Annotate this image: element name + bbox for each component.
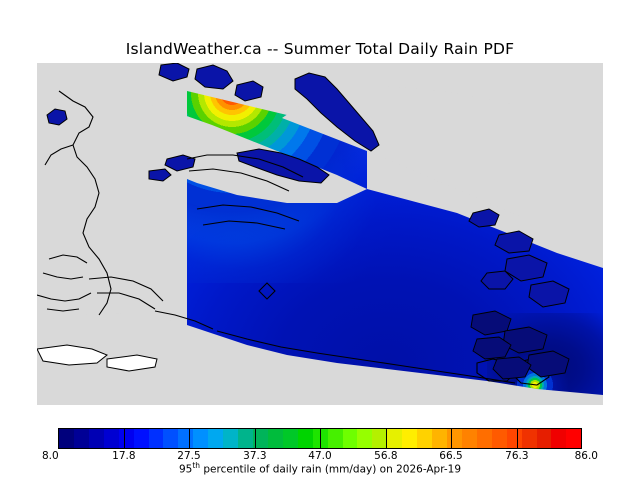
colorbar-swatch — [566, 429, 582, 448]
colorbar-tick-label: 76.3 — [505, 450, 529, 462]
colorbar-swatch — [223, 429, 239, 448]
colorbar-tick-label: 17.8 — [112, 450, 136, 462]
colorbar-swatch — [387, 429, 403, 448]
colorbar-swatch — [103, 429, 119, 448]
map-panel[interactable] — [37, 63, 603, 405]
colorbar-tick-label: 27.5 — [177, 450, 201, 462]
colorbar-swatch — [238, 429, 253, 448]
colorbar-swatch — [312, 429, 328, 448]
island-polygon-4 — [234, 80, 264, 102]
colorbar-swatch — [163, 429, 179, 448]
island-polygon-gulf-b — [494, 230, 534, 254]
colorbar-swatch — [327, 429, 343, 448]
colorbar-swatch — [521, 429, 537, 448]
colorbar-swatch — [252, 429, 268, 448]
island-polygon-2 — [158, 63, 190, 82]
page-title: IslandWeather.ca -- Summer Total Daily R… — [125, 40, 515, 58]
inlet-white-b — [106, 354, 158, 372]
coastline-overlay — [37, 63, 603, 405]
colorbar-swatch — [133, 429, 149, 448]
colorbar-swatch — [491, 429, 507, 448]
colorbar-swatch — [148, 429, 164, 448]
southeast-island-cluster — [470, 310, 570, 380]
colorbar-tick-label: 37.3 — [243, 450, 267, 462]
colorbar-swatch — [476, 429, 492, 448]
colorbar-swatch — [297, 429, 313, 448]
island-polygon-small-b — [148, 168, 172, 182]
island-polygon-long — [294, 72, 380, 152]
island-polygon-3 — [194, 64, 234, 90]
colorbar-swatch — [446, 429, 462, 448]
colorbar-swatch — [536, 429, 552, 448]
colorbar-swatch — [402, 429, 418, 448]
colorbar-tick-label: 8.0 — [42, 450, 59, 462]
colorbar-swatch — [88, 429, 104, 448]
colorbar-swatch — [208, 429, 224, 448]
colorbar-swatch — [193, 429, 209, 448]
island-polygon-mid — [236, 148, 330, 184]
island-polygon-1 — [46, 108, 68, 126]
colorbar-swatch — [417, 429, 433, 448]
island-polygon-gulf-a — [468, 208, 500, 228]
coastline-strokes — [37, 90, 550, 386]
colorbar-tick-label: 66.5 — [439, 450, 463, 462]
colorbar-swatch — [342, 429, 358, 448]
colorbar-tick-label: 86.0 — [574, 450, 598, 462]
olympic-peninsula-land — [37, 313, 603, 405]
colorbar-swatch — [267, 429, 283, 448]
colorbar-swatch — [461, 429, 477, 448]
colorbar-swatch — [372, 429, 388, 448]
colorbar-swatch — [59, 429, 74, 448]
caption-percentile-number: 95 — [178, 463, 193, 476]
colorbar-swatch — [282, 429, 298, 448]
colorbar-swatch — [551, 429, 567, 448]
colorbar[interactable] — [58, 428, 582, 449]
caption-percentile-suffix: th — [192, 461, 201, 470]
colorbar-swatch — [506, 429, 522, 448]
colorbar-swatch — [118, 429, 134, 448]
colorbar-tick-labels: 8.0 17.8 27.5 37.3 47.0 56.8 66.5 76.3 86.0 — [0, 450, 640, 464]
colorbar-swatch — [357, 429, 373, 448]
island-polygon-gulf-d — [528, 280, 570, 308]
colorbar-swatch — [432, 429, 447, 448]
colorbar-caption: 95th percentile of daily rain (mm/day) o… — [0, 461, 640, 476]
colorbar-tick-label: 56.8 — [374, 450, 398, 462]
inlet-white-a — [37, 344, 108, 366]
colorbar-swatch — [178, 429, 194, 448]
island-polygon-gulf-e — [480, 270, 514, 290]
colorbar-swatch — [73, 429, 89, 448]
caption-text: percentile of daily rain (mm/day) on 202… — [200, 463, 462, 476]
colorbar-tick-label: 47.0 — [308, 450, 332, 462]
